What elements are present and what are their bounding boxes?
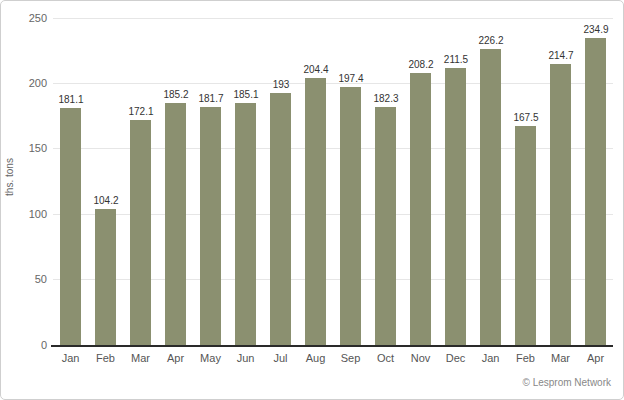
bar [585, 38, 606, 345]
x-axis-label: Feb [88, 352, 123, 364]
y-axis-tick-label: 150 [1, 142, 47, 155]
x-axis-label: Mar [543, 352, 578, 364]
x-axis-label: Oct [368, 352, 403, 364]
gridline [53, 18, 613, 19]
x-axis-label: Feb [508, 352, 543, 364]
bar [270, 93, 291, 345]
bar [375, 107, 396, 345]
y-axis-tick-label: 250 [1, 12, 47, 25]
bar [515, 126, 536, 345]
bar [480, 49, 501, 345]
bar [550, 64, 571, 345]
x-axis-label: Jul [263, 352, 298, 364]
bar [445, 68, 466, 345]
bar [305, 78, 326, 345]
x-axis-label: May [193, 352, 228, 364]
y-axis-tick-label: 200 [1, 77, 47, 90]
bar-value-label: 214.7 [536, 50, 586, 61]
bar-value-label: 211.5 [431, 54, 481, 65]
x-axis-label: Sep [333, 352, 368, 364]
x-axis-label: Jan [53, 352, 88, 364]
bar [130, 120, 151, 345]
bar-value-label: 104.2 [81, 195, 131, 206]
bar-value-label: 193 [256, 79, 306, 90]
x-axis-label: Dec [438, 352, 473, 364]
x-axis-label: Aug [298, 352, 333, 364]
bar [340, 87, 361, 345]
x-axis-label: Jun [228, 352, 263, 364]
bar-value-label: 181.1 [46, 94, 96, 105]
bar [200, 107, 221, 345]
plot-area: 181.1104.2172.1185.2181.7185.1193204.419… [53, 18, 613, 345]
y-axis-tick-label: 50 [1, 273, 47, 286]
bar-value-label: 185.1 [221, 89, 271, 100]
y-axis-tick-label: 100 [1, 208, 47, 221]
x-axis-label: Mar [123, 352, 158, 364]
bar [165, 103, 186, 345]
copyright-text: © Lesprom Network [522, 377, 611, 388]
bar-value-label: 226.2 [466, 35, 516, 46]
x-axis-line [51, 345, 613, 347]
bar [410, 73, 431, 345]
y-axis-tick-label: 0 [1, 339, 47, 352]
bar-value-label: 182.3 [361, 93, 411, 104]
bar-value-label: 234.9 [571, 24, 621, 35]
x-axis-label: Apr [158, 352, 193, 364]
x-axis-label: Jan [473, 352, 508, 364]
bar [60, 108, 81, 345]
x-axis-label: Nov [403, 352, 438, 364]
x-axis-label: Apr [578, 352, 613, 364]
bar [235, 103, 256, 345]
bar-value-label: 197.4 [326, 73, 376, 84]
bar-value-label: 172.1 [116, 106, 166, 117]
bar [95, 209, 116, 345]
chart-container: ths. tons 181.1104.2172.1185.2181.7185.1… [0, 0, 624, 400]
bar-value-label: 167.5 [501, 112, 551, 123]
